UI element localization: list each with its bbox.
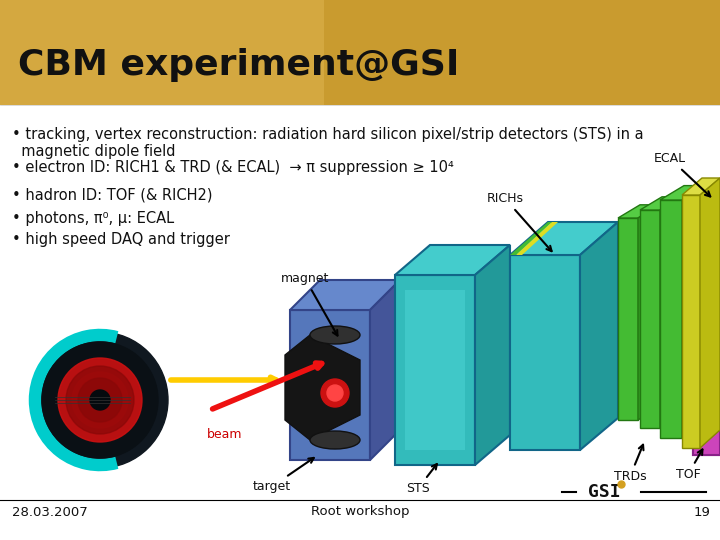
Text: TRDs: TRDs bbox=[613, 445, 647, 483]
Text: • photons, π⁰, μ: ECAL: • photons, π⁰, μ: ECAL bbox=[12, 211, 174, 226]
Polygon shape bbox=[510, 222, 618, 255]
Polygon shape bbox=[682, 186, 706, 438]
Polygon shape bbox=[618, 205, 660, 218]
Polygon shape bbox=[693, 188, 720, 455]
Circle shape bbox=[82, 382, 118, 418]
Text: 28.03.2007: 28.03.2007 bbox=[12, 505, 88, 518]
Polygon shape bbox=[660, 200, 682, 438]
Text: target: target bbox=[253, 458, 314, 493]
Text: RICHs: RICHs bbox=[487, 192, 552, 251]
Text: • tracking, vertex reconstruction: radiation hard silicon pixel/strip detectors : • tracking, vertex reconstruction: radia… bbox=[12, 127, 644, 159]
Text: beam: beam bbox=[207, 428, 243, 441]
Text: ECAL: ECAL bbox=[654, 152, 711, 197]
Polygon shape bbox=[640, 210, 660, 428]
Circle shape bbox=[58, 358, 142, 442]
Circle shape bbox=[72, 372, 128, 428]
Circle shape bbox=[321, 379, 349, 407]
Polygon shape bbox=[693, 188, 720, 455]
Polygon shape bbox=[395, 275, 475, 465]
Polygon shape bbox=[405, 290, 465, 450]
Text: magnet: magnet bbox=[281, 272, 338, 335]
Polygon shape bbox=[700, 178, 720, 448]
Text: GSI: GSI bbox=[588, 483, 621, 501]
Circle shape bbox=[32, 332, 168, 468]
Polygon shape bbox=[682, 195, 700, 448]
Polygon shape bbox=[475, 245, 510, 465]
Polygon shape bbox=[660, 186, 706, 200]
Polygon shape bbox=[580, 222, 618, 450]
Ellipse shape bbox=[310, 431, 360, 449]
Polygon shape bbox=[285, 335, 360, 440]
Text: TOF: TOF bbox=[675, 449, 703, 481]
Ellipse shape bbox=[310, 326, 360, 344]
Polygon shape bbox=[510, 255, 580, 450]
Text: • hadron ID: TOF (& RICH2): • hadron ID: TOF (& RICH2) bbox=[12, 188, 212, 203]
Text: • electron ID: RICH1 & TRD (& ECAL)  → π suppression ≥ 10⁴: • electron ID: RICH1 & TRD (& ECAL) → π … bbox=[12, 160, 454, 175]
Polygon shape bbox=[395, 245, 510, 275]
Circle shape bbox=[42, 342, 158, 458]
Polygon shape bbox=[516, 222, 558, 255]
Text: • high speed DAQ and trigger: • high speed DAQ and trigger bbox=[12, 232, 230, 247]
Text: STS: STS bbox=[406, 464, 437, 495]
Polygon shape bbox=[660, 197, 682, 428]
Bar bbox=[0, 0, 720, 105]
Text: Root workshop: Root workshop bbox=[311, 505, 409, 518]
Polygon shape bbox=[370, 280, 400, 460]
Polygon shape bbox=[290, 310, 370, 460]
Circle shape bbox=[90, 390, 110, 410]
Circle shape bbox=[327, 385, 343, 401]
Circle shape bbox=[66, 366, 134, 434]
Bar bbox=[324, 0, 720, 105]
Polygon shape bbox=[510, 222, 552, 255]
Circle shape bbox=[78, 378, 122, 422]
Polygon shape bbox=[290, 280, 400, 310]
Polygon shape bbox=[638, 205, 660, 420]
Polygon shape bbox=[618, 218, 638, 420]
Text: 19: 19 bbox=[693, 505, 710, 518]
Text: CBM experiment@GSI: CBM experiment@GSI bbox=[18, 48, 459, 82]
Polygon shape bbox=[682, 178, 720, 195]
Polygon shape bbox=[640, 197, 682, 210]
